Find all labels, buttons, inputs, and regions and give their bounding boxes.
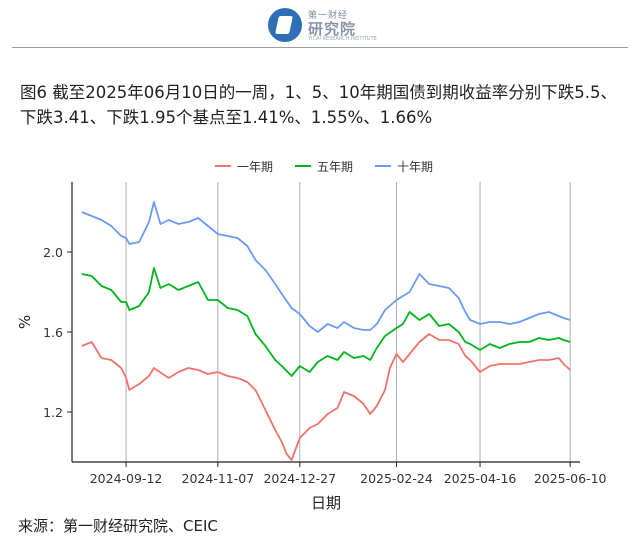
legend-item: 一年期 bbox=[214, 158, 273, 175]
legend-item: 五年期 bbox=[294, 158, 353, 175]
chart-legend: 一年期 五年期 十年期 bbox=[0, 156, 640, 176]
legend-item: 十年期 bbox=[375, 158, 433, 175]
x-tick-label: 2025-06-10 bbox=[534, 471, 607, 486]
figure-source: 来源：第一财经研究院、CEIC bbox=[18, 517, 218, 535]
x-tick-label: 2024-12-27 bbox=[263, 471, 336, 486]
x-tick-label: 2024-11-07 bbox=[182, 471, 255, 486]
legend-label: 十年期 bbox=[397, 159, 434, 174]
legend-label: 五年期 bbox=[316, 159, 353, 174]
legend-swatch bbox=[294, 165, 311, 167]
legend-swatch bbox=[214, 165, 231, 167]
series-line-3 bbox=[81, 201, 571, 333]
x-axis-title: 日期 bbox=[311, 494, 341, 512]
y-axis-title: % bbox=[16, 315, 34, 329]
brand-top-text: 第一财经 bbox=[308, 11, 349, 21]
series-line-2 bbox=[81, 267, 571, 377]
series-line-1 bbox=[81, 333, 571, 461]
brand-mark-icon bbox=[268, 8, 302, 42]
y-tick-label: 1.2 bbox=[43, 405, 63, 420]
legend-label: 一年期 bbox=[236, 159, 273, 174]
brand-name: 研究院 bbox=[308, 20, 357, 38]
brand-logo: 第一财经 研究院 YICAI RESEARCH INSTITUTE bbox=[268, 6, 378, 42]
legend-swatch bbox=[375, 165, 391, 167]
x-tick-label: 2025-02-24 bbox=[360, 471, 433, 486]
header-divider bbox=[12, 47, 628, 48]
brand-subtitle: YICAI RESEARCH INSTITUTE bbox=[308, 36, 377, 42]
x-tick-label: 2025-04-16 bbox=[444, 471, 517, 486]
x-tick-label: 2024-09-12 bbox=[90, 471, 163, 486]
y-tick-label: 2.0 bbox=[43, 245, 63, 260]
figure-title: 图6 截至2025年06月10日的一周，1、5、10年期国债到期收益率分别下跌5… bbox=[20, 83, 617, 127]
y-tick-label: 1.6 bbox=[43, 325, 63, 340]
